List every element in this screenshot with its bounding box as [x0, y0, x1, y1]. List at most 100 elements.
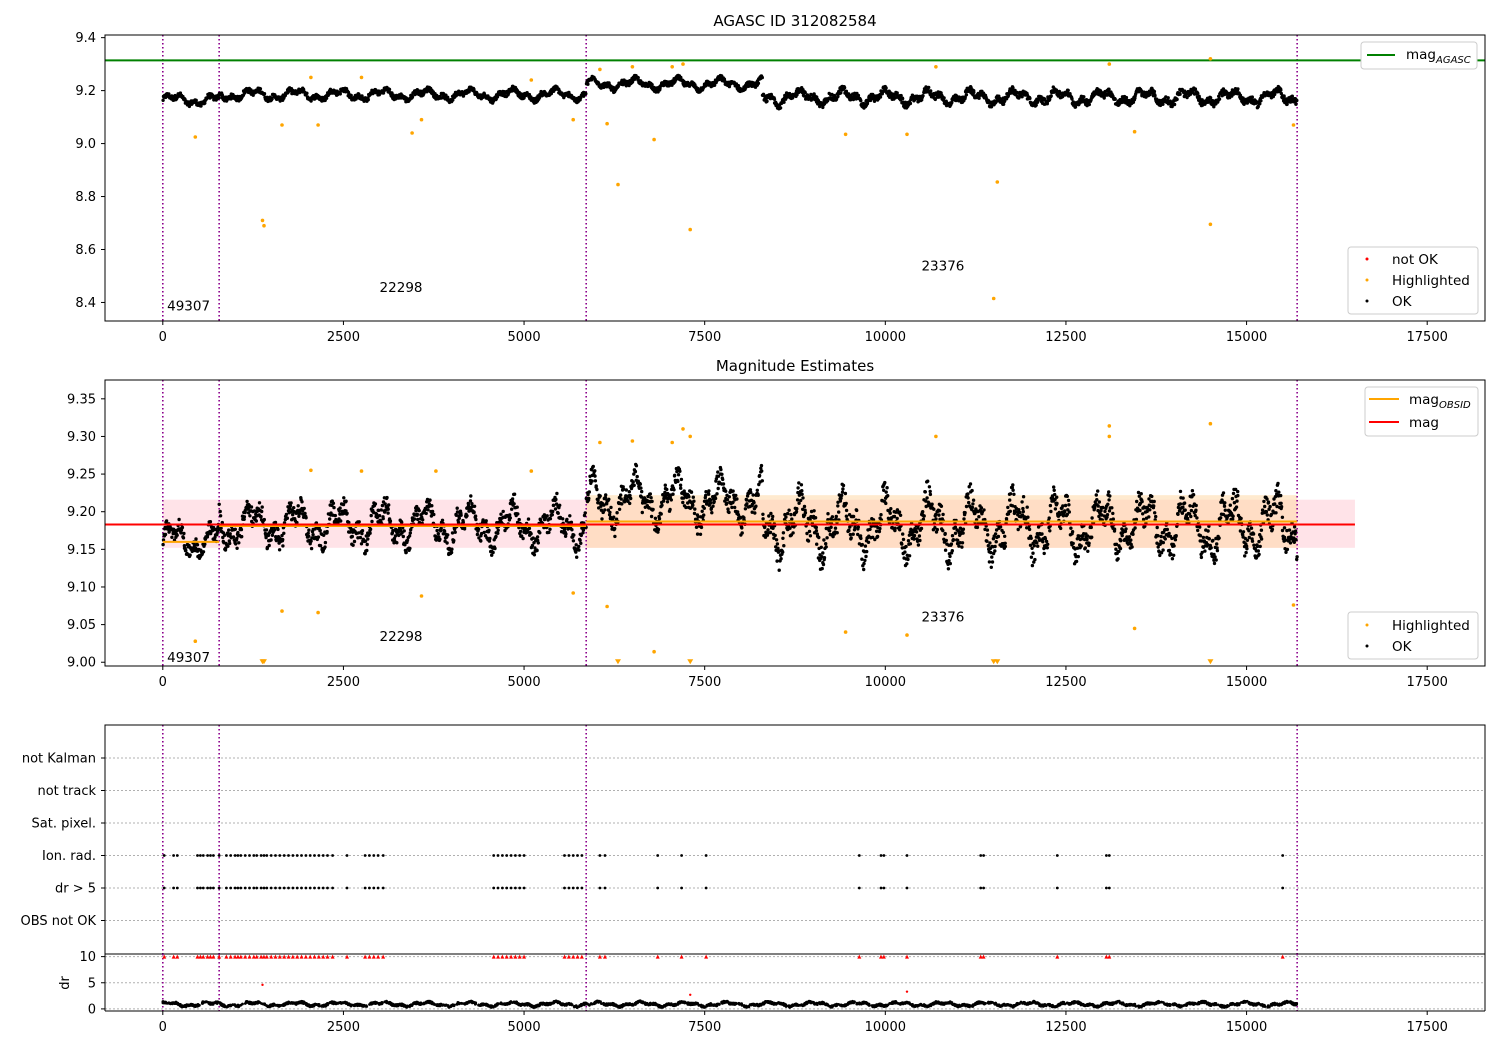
- ok-point: [841, 483, 846, 488]
- ok-point: [496, 528, 500, 532]
- ok-point: [615, 511, 619, 515]
- ok-point: [895, 516, 899, 521]
- ok-point: [475, 532, 480, 537]
- ok-point: [961, 527, 966, 531]
- ok-point: [187, 104, 192, 109]
- ok-point: [948, 561, 952, 566]
- ok-point: [605, 85, 609, 89]
- ok-point: [807, 529, 812, 534]
- ok-point: [574, 550, 578, 554]
- ok-point: [603, 508, 607, 512]
- highlighted-point: [991, 296, 996, 301]
- ok-point: [1067, 503, 1071, 507]
- ok-point: [297, 514, 301, 518]
- legend-label-agasc: magAGASC: [1406, 47, 1471, 66]
- ok-point: [815, 542, 819, 546]
- ok-point: [583, 511, 587, 515]
- ok-point: [235, 536, 239, 541]
- ok-point: [725, 501, 729, 506]
- ok-point: [1258, 102, 1262, 106]
- ok-point: [932, 507, 936, 511]
- ok-point: [1008, 498, 1012, 502]
- ok-point: [777, 568, 781, 572]
- highlighted-point: [1208, 57, 1213, 61]
- ok-point: [1101, 505, 1105, 510]
- ok-point: [948, 554, 952, 559]
- ok-point: [368, 527, 373, 531]
- ok-point: [1027, 527, 1032, 532]
- ok-point: [558, 503, 562, 507]
- highlighted-point: [905, 132, 909, 137]
- ok-point: [459, 513, 463, 517]
- ok-point: [921, 517, 926, 521]
- ok-point: [756, 493, 760, 497]
- ok-point: [928, 492, 933, 497]
- ok-point: [695, 532, 700, 536]
- legend-marker-ok: [1365, 299, 1369, 303]
- ok-point: [734, 493, 738, 498]
- ok-point: [673, 473, 677, 477]
- ok-point: [650, 499, 654, 504]
- ok-point: [1127, 535, 1132, 539]
- ok-point: [401, 534, 405, 539]
- ok-point: [479, 539, 483, 543]
- ok-point: [363, 539, 368, 543]
- ok-point: [600, 517, 604, 521]
- ok-point: [1161, 102, 1165, 107]
- ok-point: [209, 531, 213, 536]
- highlighted-point: [359, 75, 364, 80]
- ok-point: [369, 513, 373, 518]
- ok-point: [1166, 96, 1170, 100]
- ok-point: [552, 503, 556, 507]
- ok-point: [851, 514, 856, 519]
- ok-point: [1172, 102, 1177, 107]
- ok-point: [678, 469, 682, 473]
- ok-point: [782, 544, 786, 548]
- ok-point: [962, 517, 966, 521]
- ok-point: [217, 502, 221, 506]
- ok-point: [884, 501, 888, 506]
- x-tick-label: 10000: [865, 330, 906, 345]
- ok-point: [982, 508, 986, 512]
- ok-point: [280, 533, 284, 538]
- ok-point: [380, 503, 385, 508]
- ok-point: [860, 542, 864, 547]
- ok-point: [228, 541, 232, 546]
- ok-point: [403, 543, 407, 547]
- ok-point: [716, 470, 720, 474]
- ok-point: [972, 90, 976, 95]
- ok-point: [487, 528, 491, 532]
- ok-point: [593, 469, 597, 473]
- ok-point: [897, 510, 902, 514]
- ok-point: [227, 528, 231, 532]
- ok-point: [182, 531, 186, 536]
- ok-point: [635, 474, 639, 479]
- ok-point: [499, 512, 503, 516]
- ok-point: [1021, 509, 1025, 514]
- ok-point: [795, 507, 799, 511]
- ok-point: [235, 546, 239, 550]
- highlighted-point: [681, 62, 685, 66]
- y-tick-label: 8.6: [75, 243, 96, 258]
- ok-point: [408, 531, 412, 535]
- ok-point: [712, 499, 716, 504]
- ok-point: [1073, 105, 1078, 109]
- ok-point: [879, 513, 883, 517]
- ok-point: [1044, 539, 1049, 544]
- ok-point: [711, 504, 715, 508]
- ok-point: [951, 538, 956, 542]
- ok-point: [416, 517, 420, 522]
- ok-point: [678, 483, 683, 487]
- ok-point: [800, 489, 804, 493]
- ok-point: [203, 542, 207, 546]
- ok-point: [774, 538, 779, 542]
- ok-point: [424, 511, 428, 516]
- ok-point: [727, 84, 732, 89]
- ok-point: [651, 507, 655, 512]
- ok-point: [180, 525, 185, 530]
- ok-point: [898, 513, 903, 517]
- chart-title-estimates: Magnitude Estimates: [716, 357, 874, 375]
- ok-point: [1020, 95, 1024, 99]
